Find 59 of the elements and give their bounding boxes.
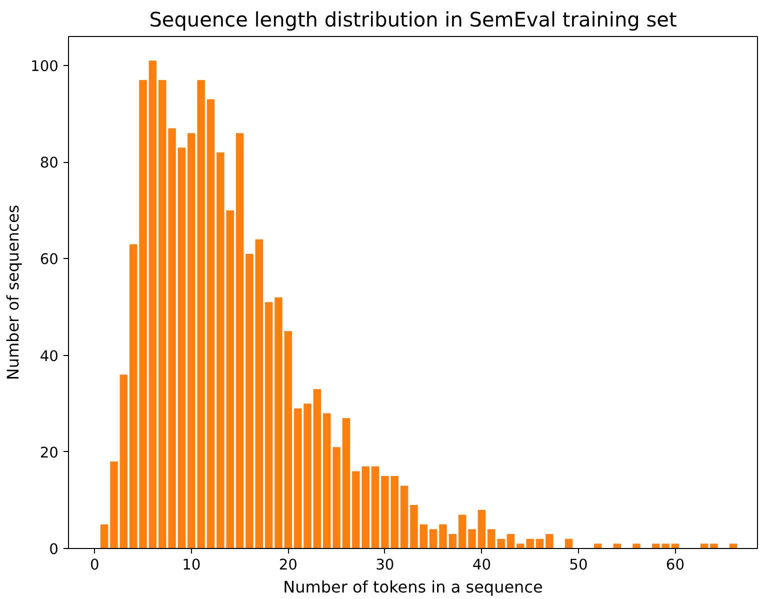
bar	[158, 80, 166, 548]
bar	[284, 331, 292, 548]
bar	[148, 60, 157, 548]
x-tick-label: 20	[278, 556, 298, 574]
x-tick-label: 0	[90, 556, 100, 574]
bar	[546, 534, 554, 548]
bar	[468, 529, 476, 548]
bar	[264, 302, 273, 548]
bar	[168, 128, 176, 548]
bar	[410, 505, 418, 548]
bar	[439, 524, 447, 548]
bar	[429, 529, 438, 548]
bar	[448, 534, 457, 548]
bar	[536, 538, 544, 548]
bar	[371, 466, 380, 548]
y-tick-label: 60	[40, 251, 59, 268]
bar	[632, 544, 640, 548]
bar	[323, 413, 331, 548]
bar	[274, 297, 282, 548]
y-tick-label: 100	[30, 58, 59, 75]
x-axis-title: Number of tokens in a sequence	[283, 578, 543, 596]
x-tick-label: 30	[376, 556, 394, 574]
bar	[710, 544, 718, 548]
bar	[139, 80, 147, 548]
bar	[294, 408, 302, 548]
bar	[458, 514, 466, 548]
bar	[206, 99, 215, 548]
bar	[236, 133, 244, 548]
bar	[304, 404, 312, 548]
bar	[332, 447, 340, 548]
x-tick-label: 40	[472, 556, 492, 574]
bar	[671, 544, 680, 548]
chart-title: Sequence length distribution in SemEval training set	[149, 8, 677, 32]
y-tick-label: 80	[40, 154, 59, 172]
bar	[129, 244, 138, 548]
bar	[594, 544, 602, 548]
y-tick-label: 40	[40, 348, 59, 365]
bar	[613, 544, 622, 548]
x-tick-label: 10	[182, 556, 201, 574]
bar	[255, 239, 264, 548]
bar	[700, 544, 708, 548]
bar	[120, 374, 128, 548]
y-tick-label: 20	[40, 444, 59, 462]
bar	[400, 486, 408, 548]
bar	[420, 524, 428, 548]
x-tick-label: 50	[569, 556, 588, 574]
bar	[178, 148, 186, 548]
x-tick-label: 60	[666, 556, 685, 574]
bar	[506, 534, 515, 548]
bar	[564, 538, 573, 548]
y-axis-title: Number of sequences	[4, 204, 23, 380]
bar	[478, 510, 486, 548]
bar	[246, 254, 254, 548]
bar	[313, 389, 322, 548]
bar	[729, 544, 738, 548]
y-tick-label: 0	[49, 541, 59, 558]
bar	[342, 418, 350, 548]
bar	[110, 462, 118, 548]
bar	[100, 524, 108, 548]
